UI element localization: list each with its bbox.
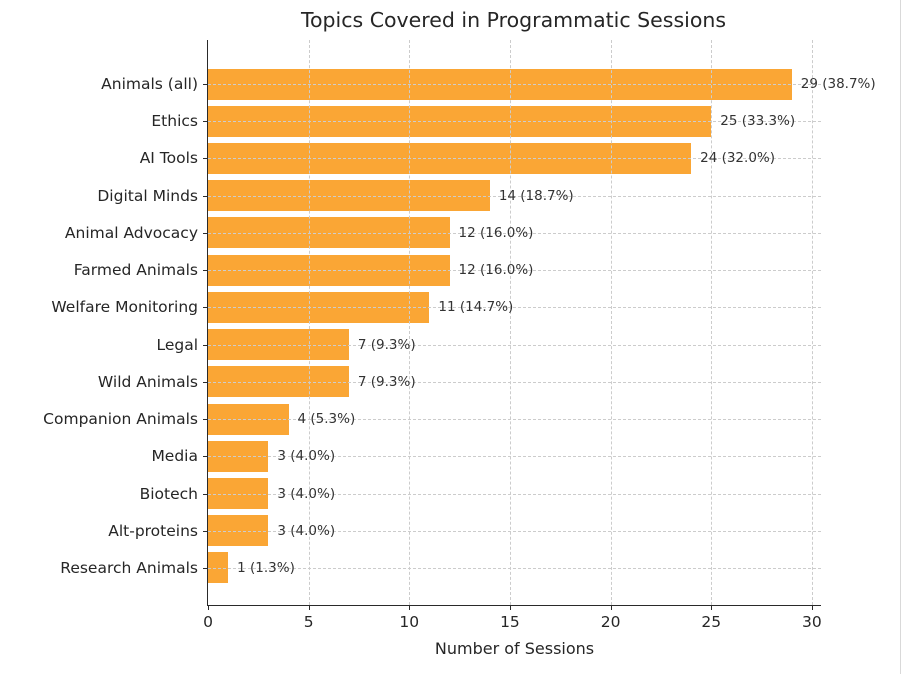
horizontal-gridline: [208, 307, 821, 309]
horizontal-gridline: [208, 121, 821, 123]
x-tick-mark: [308, 605, 310, 610]
bar-value-label: 11 (14.7%): [438, 299, 514, 316]
y-tick-mark: [202, 307, 207, 309]
vertical-gridline: [811, 40, 813, 605]
y-tick-mark: [202, 158, 207, 160]
y-tick-mark: [202, 381, 207, 383]
bar-value-label: 24 (32.0%): [700, 150, 775, 167]
bar-value-label: 12 (16.0%): [458, 224, 534, 241]
bar-value-label: 3 (4.0%): [277, 448, 336, 465]
category-label: Companion Animals: [43, 410, 198, 429]
bar-value-label: 1 (1.3%): [237, 559, 295, 576]
bar-value-label: 7 (9.3%): [357, 336, 416, 353]
bar-value-label: 29 (38.7%): [800, 76, 876, 92]
bar-value-label: 14 (18.7%): [498, 187, 574, 204]
category-label: Alt-proteins: [108, 521, 198, 540]
horizontal-gridline: [208, 381, 821, 383]
x-tick-label: 10: [399, 613, 420, 631]
bar-value-label: 3 (4.0%): [277, 522, 336, 539]
x-tick-mark: [409, 605, 411, 610]
x-tick-mark: [208, 605, 209, 610]
y-tick-mark: [202, 530, 207, 532]
category-label: Digital Minds: [97, 186, 198, 205]
category-label: AI Tools: [139, 149, 198, 168]
horizontal-gridline: [208, 158, 821, 160]
y-tick-mark: [202, 567, 207, 569]
horizontal-gridline: [208, 84, 821, 85]
y-tick-mark: [202, 195, 207, 197]
category-label: Wild Animals: [97, 372, 198, 391]
x-tick-label: 0: [203, 613, 213, 631]
category-label: Ethics: [151, 112, 198, 131]
bar-value-label: 7 (9.3%): [357, 373, 416, 390]
x-tick-label: 5: [303, 613, 314, 631]
x-axis-title: Number of Sessions: [434, 639, 595, 658]
category-label: Media: [151, 447, 198, 466]
x-tick-mark: [610, 605, 612, 610]
horizontal-gridline: [208, 195, 821, 197]
category-label: Research Animals: [60, 558, 198, 577]
vertical-gridline: [711, 40, 713, 605]
vertical-gridline: [509, 40, 511, 605]
plot-area: Animals (all) 29 (38.7%) Ethics 25 (33.3%) A…: [43, 40, 876, 658]
y-tick-mark: [202, 270, 207, 272]
chart-title: Topics Covered in Programmatic Sessions: [300, 8, 727, 32]
horizontal-gridline: [208, 270, 821, 272]
y-tick-mark: [202, 232, 207, 234]
y-tick-mark: [202, 456, 207, 458]
category-label: Biotech: [139, 484, 198, 503]
y-tick-mark: [202, 344, 207, 346]
vertical-gridline: [409, 40, 411, 605]
x-tick-mark: [509, 605, 511, 610]
x-tick-label: 25: [701, 613, 722, 631]
y-tick-mark: [202, 121, 207, 123]
x-tick-mark: [711, 605, 713, 610]
x-tick-label: 15: [500, 613, 520, 631]
y-tick-mark: [202, 419, 207, 421]
horizontal-gridline: [208, 567, 821, 569]
category-label: Farmed Animals: [73, 261, 198, 280]
category-label: Animals (all): [101, 75, 198, 93]
category-label: Legal: [156, 335, 198, 354]
category-label: Animal Advocacy: [64, 223, 198, 242]
bar-value-label: 3 (4.0%): [277, 485, 336, 502]
horizontal-gridline: [208, 232, 821, 234]
bar-value-label: 12 (16.0%): [458, 262, 534, 279]
category-label: Welfare Monitoring: [51, 298, 198, 317]
horizontal-gridline: [208, 456, 821, 458]
x-tick-label: 20: [600, 613, 621, 631]
y-tick-mark: [202, 84, 207, 85]
bar-value-label: 25 (33.3%): [720, 113, 796, 130]
bar-value-label: 4 (5.3%): [297, 411, 356, 428]
vertical-gridline: [610, 40, 612, 605]
x-tick-label: 30: [802, 613, 822, 631]
vertical-gridline: [308, 40, 310, 605]
horizontal-gridline: [208, 530, 821, 532]
horizontal-gridline: [208, 493, 821, 495]
horizontal-gridline: [208, 419, 821, 421]
x-tick-mark: [811, 605, 813, 610]
y-tick-mark: [202, 493, 207, 495]
horizontal-gridline: [208, 344, 821, 346]
